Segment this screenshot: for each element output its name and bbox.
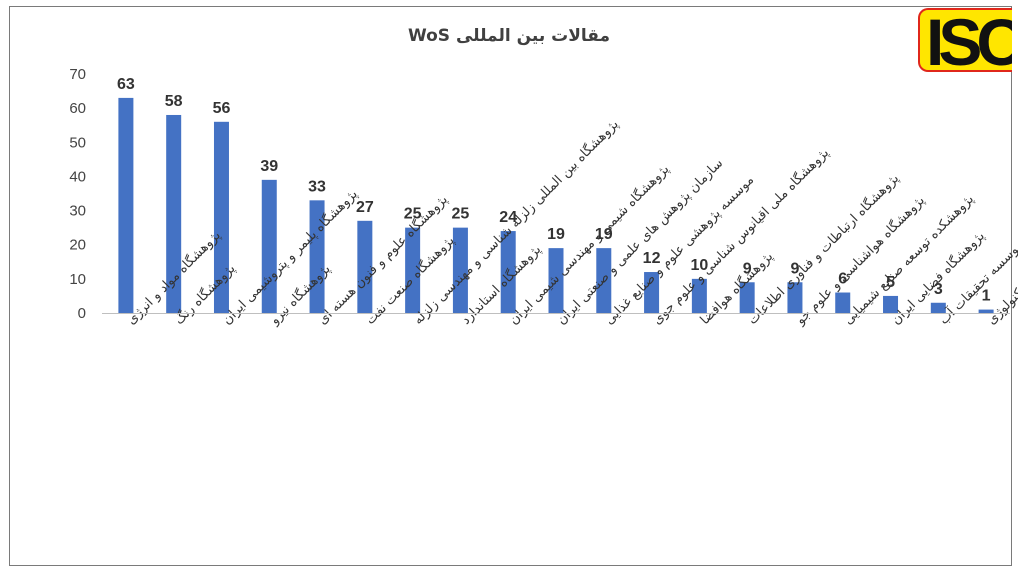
bar bbox=[978, 309, 994, 313]
bar bbox=[357, 220, 373, 313]
y-tick-label: 30 bbox=[69, 203, 86, 220]
y-tick-label: 70 bbox=[69, 66, 86, 83]
y-tick-label: 40 bbox=[69, 168, 86, 185]
data-label: 6 bbox=[838, 271, 847, 288]
bar bbox=[452, 227, 468, 313]
bar bbox=[835, 292, 851, 313]
bars bbox=[118, 97, 994, 314]
data-label: 9 bbox=[790, 260, 799, 277]
data-label: 10 bbox=[690, 257, 708, 274]
y-tick-label: 10 bbox=[69, 271, 86, 288]
bar bbox=[883, 295, 899, 313]
y-tick-label: 20 bbox=[69, 237, 86, 254]
bar bbox=[500, 231, 516, 313]
bar bbox=[548, 248, 564, 313]
bar bbox=[644, 272, 660, 313]
bar bbox=[166, 114, 182, 313]
data-labels: 63 58 56 39 33 27 25 25 24 19 19 12 10 9 9 6 5 3 1 bbox=[117, 76, 991, 305]
bar bbox=[596, 248, 612, 313]
y-tick-label: 0 bbox=[78, 305, 86, 322]
data-label: 3 bbox=[934, 281, 943, 298]
data-label: 58 bbox=[165, 93, 183, 110]
bar bbox=[309, 200, 325, 313]
chart-title: مقالات بین المللی WoS bbox=[407, 26, 611, 46]
data-label: 24 bbox=[499, 209, 517, 226]
data-label: 25 bbox=[452, 206, 470, 223]
y-axis: 0 10 20 30 40 50 60 70 bbox=[69, 66, 86, 322]
isc-logo: ISC bbox=[918, 8, 1012, 72]
data-label: 19 bbox=[595, 226, 613, 243]
data-label: 1 bbox=[982, 288, 991, 305]
data-label: 63 bbox=[117, 76, 135, 93]
bar bbox=[261, 179, 277, 313]
data-label: 12 bbox=[643, 250, 661, 267]
y-tick-label: 50 bbox=[69, 134, 86, 151]
bar bbox=[691, 278, 707, 313]
bar bbox=[405, 227, 421, 313]
data-label: 5 bbox=[886, 274, 895, 291]
data-label: 27 bbox=[356, 199, 374, 216]
data-label: 33 bbox=[308, 178, 326, 195]
bar bbox=[787, 282, 803, 313]
data-label: 9 bbox=[743, 260, 752, 277]
bar bbox=[213, 121, 229, 313]
logo-text: ISC bbox=[926, 8, 1012, 72]
y-tick-label: 60 bbox=[69, 100, 86, 117]
data-label: 19 bbox=[547, 226, 565, 243]
bar bbox=[930, 302, 946, 313]
data-label: 25 bbox=[404, 206, 422, 223]
data-label: 39 bbox=[260, 158, 278, 175]
bar bbox=[118, 97, 134, 314]
data-label: 56 bbox=[213, 100, 231, 117]
bar bbox=[739, 282, 755, 313]
